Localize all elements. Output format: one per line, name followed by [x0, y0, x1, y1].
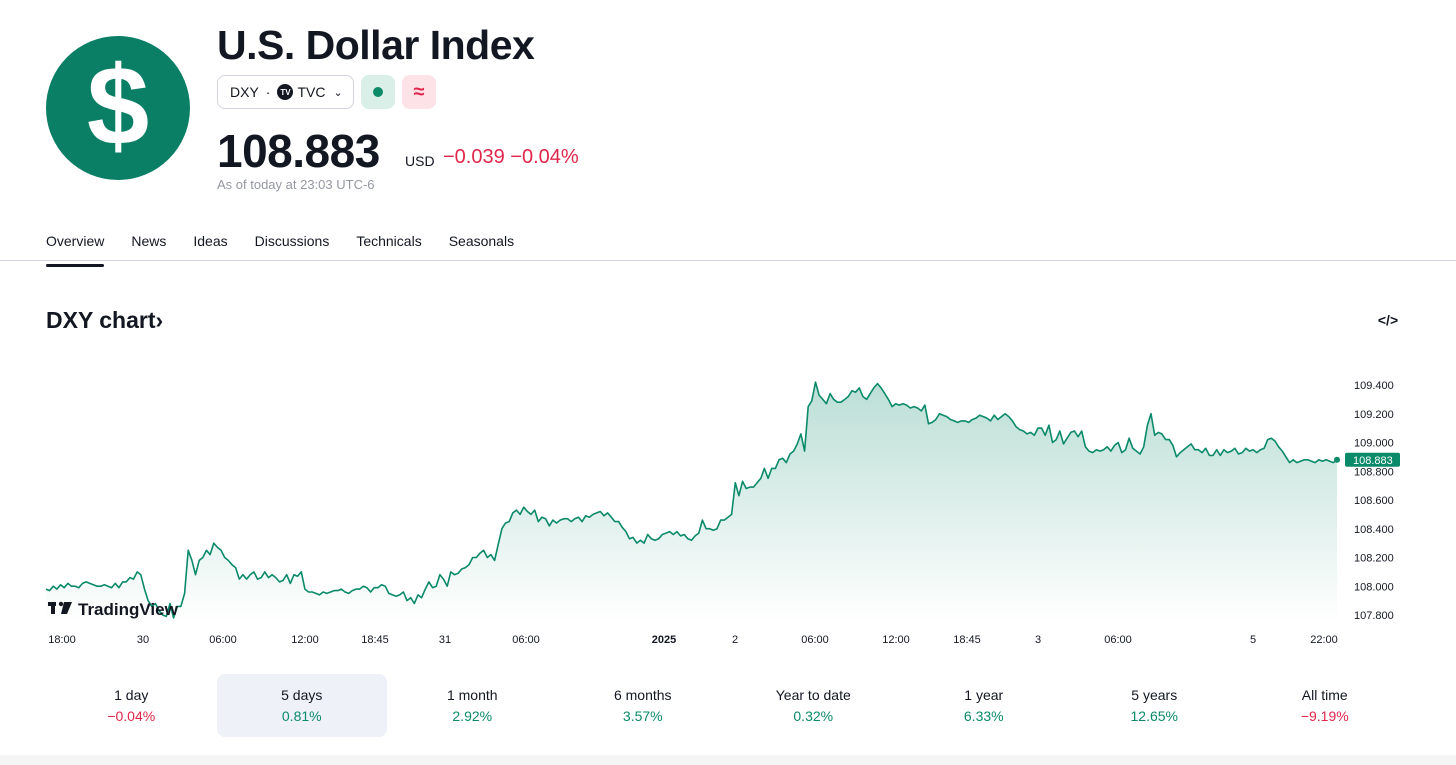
exchange-name: TVC — [297, 84, 326, 100]
period-change: 0.81% — [281, 708, 322, 724]
tab-seasonals[interactable]: Seasonals — [448, 233, 515, 249]
section-tabs: Overview News Ideas Discussions Technicals Se… — [46, 233, 541, 267]
x-tick-label: 30 — [137, 634, 149, 646]
period-5-years[interactable]: 5 years 12.65% — [1069, 674, 1240, 737]
price-currency: USD — [405, 153, 435, 169]
tab-discussions[interactable]: Discussions — [254, 233, 330, 249]
x-tick-label: 31 — [439, 634, 451, 646]
x-tick-label: 06:00 — [512, 634, 540, 646]
x-tick-label: 06:00 — [209, 634, 237, 646]
x-tick-label: 18:00 — [48, 634, 76, 646]
embed-code-icon[interactable]: </> — [1377, 312, 1399, 328]
chevron-right-icon: › — [155, 307, 164, 333]
as-of-timestamp: As of today at 23:03 UTC-6 — [217, 177, 375, 192]
period-change: 2.92% — [452, 708, 493, 724]
price-change-pct: −0.04% — [510, 146, 579, 168]
period-label: 1 month — [446, 687, 498, 703]
chevron-down-icon: ⌄ — [333, 86, 343, 99]
period-label: All time — [1301, 687, 1348, 703]
x-tick-label: 3 — [1035, 634, 1041, 646]
period-change: 0.32% — [793, 708, 834, 724]
tradingview-watermark[interactable]: TradingView — [48, 600, 179, 619]
dollar-sign-icon: $ — [86, 43, 150, 168]
last-price-dot — [1334, 456, 1340, 463]
x-tick-label: 18:45 — [953, 634, 981, 646]
period-6-months[interactable]: 6 months 3.57% — [558, 674, 729, 737]
period-label: Year to date — [775, 687, 851, 703]
data-delay-button[interactable]: ≈ — [402, 75, 436, 109]
x-tick-label: 06:00 — [801, 634, 829, 646]
period-label: 5 years — [1131, 687, 1178, 703]
current-price-tag-label: 108.883 — [1353, 455, 1393, 467]
tab-divider — [0, 260, 1456, 261]
period-1-year[interactable]: 1 year 6.33% — [899, 674, 1070, 737]
separator-dot: · — [265, 84, 271, 100]
y-tick-label: 108.800 — [1354, 466, 1394, 478]
tradingview-wordmark: TradingView — [78, 600, 179, 619]
y-tick-label: 107.800 — [1354, 610, 1394, 622]
price-change-abs: −0.039 — [443, 146, 505, 168]
x-tick-label: 5 — [1250, 634, 1256, 646]
x-tick-label: 12:00 — [882, 634, 910, 646]
x-tick-label: 18:45 — [361, 634, 389, 646]
x-tick-label: 2 — [732, 634, 738, 646]
tv-logo-stem — [51, 602, 55, 614]
price-area-fill — [46, 382, 1337, 622]
last-price: 108.883 — [217, 125, 380, 177]
y-tick-label: 108.600 — [1354, 495, 1394, 507]
y-tick-label: 109.200 — [1354, 409, 1394, 421]
symbol-exchange-selector[interactable]: DXY · TV TVC ⌄ — [217, 75, 354, 109]
y-tick-label: 108.000 — [1354, 581, 1394, 593]
period-all-time[interactable]: All time −9.19% — [1240, 674, 1411, 737]
period-1-day[interactable]: 1 day −0.04% — [46, 674, 217, 737]
ticker-symbol: DXY — [230, 84, 259, 100]
x-tick-label: 06:00 — [1104, 634, 1132, 646]
page-title: U.S. Dollar Index — [217, 22, 535, 68]
y-tick-label: 108.400 — [1354, 524, 1394, 536]
market-status-dot-icon — [373, 87, 383, 97]
current-price-tag — [1345, 452, 1400, 467]
y-tick-label: 109.000 — [1354, 438, 1394, 450]
period-1-month[interactable]: 1 month 2.92% — [387, 674, 558, 737]
period-change: 6.33% — [963, 708, 1004, 724]
price-line — [45, 381, 1338, 619]
price-chart[interactable]: 107.800 108.000 108.200 108.400 108.600 108.8… — [0, 340, 1456, 660]
performance-periods: 1 day −0.04% 5 days 0.81% 1 month 2.92% 6 mont… — [46, 674, 1410, 737]
tv-logo-dot — [58, 601, 64, 607]
y-tick-label: 108.200 — [1354, 553, 1394, 565]
tab-technicals[interactable]: Technicals — [356, 233, 422, 249]
period-change: −0.04% — [107, 708, 156, 724]
tab-news[interactable]: News — [131, 233, 167, 249]
tab-overview[interactable]: Overview — [46, 233, 105, 267]
period-label: 1 year — [964, 687, 1004, 703]
period-change: 3.57% — [622, 708, 663, 724]
approx-icon: ≈ — [413, 80, 425, 103]
dollar-logo: $ — [46, 36, 190, 180]
period-change: −9.19% — [1300, 708, 1349, 724]
period-5-days[interactable]: 5 days 0.81% — [216, 674, 387, 737]
tab-ideas[interactable]: Ideas — [193, 233, 228, 249]
market-status-button[interactable] — [361, 75, 395, 109]
x-tick-label: 22:00 — [1310, 634, 1338, 646]
footer-strip — [0, 755, 1456, 765]
tradingview-badge-icon: TV — [277, 84, 294, 100]
tv-logo-flag — [61, 602, 72, 614]
period-change: 12.65% — [1130, 708, 1178, 724]
period-year-to-date[interactable]: Year to date 0.32% — [728, 674, 899, 737]
period-label: 1 day — [114, 687, 149, 703]
y-tick-label: 109.400 — [1354, 380, 1394, 392]
period-label: 6 months — [613, 687, 672, 703]
chart-title-link[interactable]: DXY chart› — [46, 307, 163, 334]
chart-title-text: DXY chart — [46, 307, 156, 333]
price-change: −0.039 −0.04% — [443, 146, 579, 169]
x-tick-label: 2025 — [652, 634, 676, 646]
x-tick-label: 12:00 — [291, 634, 319, 646]
period-label: 5 days — [281, 687, 323, 703]
